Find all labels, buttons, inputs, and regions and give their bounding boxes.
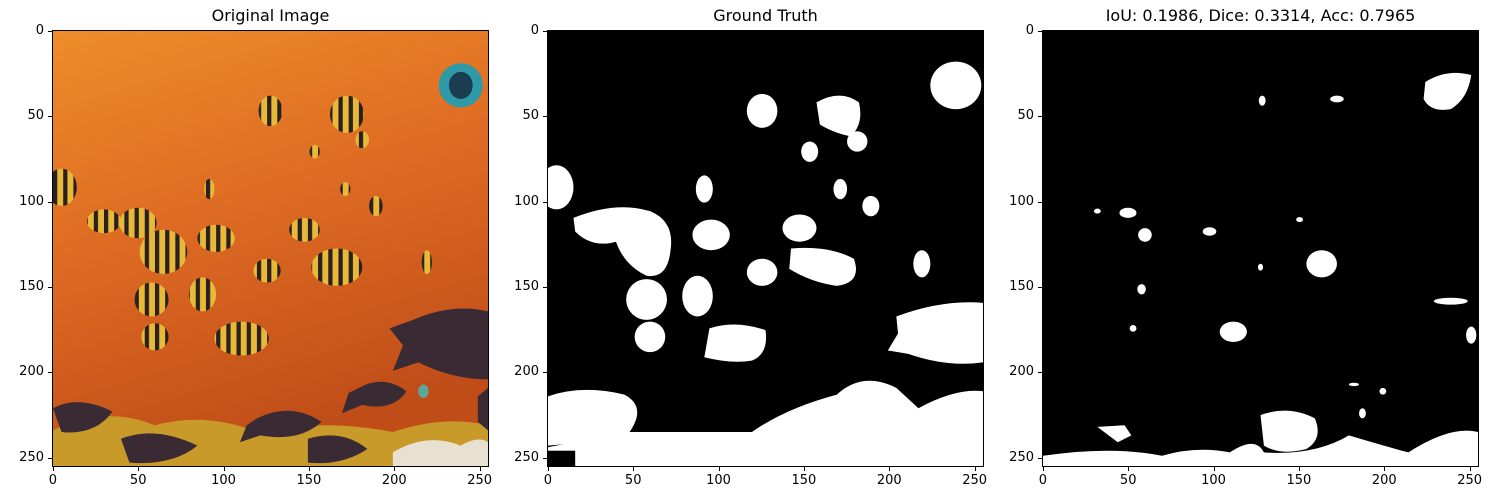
x-tick-mark xyxy=(803,467,805,471)
y-tick-label: 200 xyxy=(1009,364,1034,380)
y-tick-label: 0 xyxy=(35,22,44,38)
y-tick-label: 150 xyxy=(19,278,44,294)
y-tick-mark xyxy=(48,372,52,374)
y-tick-label: 50 xyxy=(522,108,539,124)
x-tick-label: 50 xyxy=(129,473,147,488)
y-tick-label: 100 xyxy=(19,193,44,209)
x-tick-label: 0 xyxy=(543,473,552,488)
x-tick-mark xyxy=(1384,467,1386,471)
x-tick-mark xyxy=(1128,467,1130,471)
x-tick-label: 150 xyxy=(1286,473,1312,488)
x-tick-label: 0 xyxy=(1038,473,1047,488)
x-tick-label: 250 xyxy=(1457,473,1483,488)
x-tick-mark xyxy=(1298,467,1300,471)
ground-truth-frame xyxy=(547,30,984,467)
y-tick-mark xyxy=(1038,286,1042,288)
panel-title-ground-truth: Ground Truth xyxy=(713,6,818,25)
x-tick-label: 50 xyxy=(624,473,642,488)
y-tick-label: 150 xyxy=(1009,278,1034,294)
y-tick-label: 50 xyxy=(1017,108,1034,124)
x-tick-mark xyxy=(1042,467,1044,471)
x-tick-label: 150 xyxy=(296,473,322,488)
y-tick-label: 250 xyxy=(1009,449,1034,465)
ground-truth-mask xyxy=(548,31,983,466)
y-tick-mark xyxy=(48,286,52,288)
y-tick-mark xyxy=(543,30,547,32)
x-tick-mark xyxy=(889,467,891,471)
x-tick-mark xyxy=(138,467,140,471)
y-tick-mark xyxy=(1038,116,1042,118)
y-tick-label: 250 xyxy=(514,449,539,465)
predicted-mask xyxy=(1043,31,1478,466)
x-tick-label: 150 xyxy=(791,473,817,488)
y-tick-mark xyxy=(543,286,547,288)
x-tick-label: 0 xyxy=(48,473,57,488)
x-tick-mark xyxy=(1213,467,1215,471)
x-tick-mark xyxy=(52,467,54,471)
y-tick-mark xyxy=(543,457,547,459)
y-tick-label: 200 xyxy=(514,364,539,380)
y-tick-label: 100 xyxy=(1009,193,1034,209)
y-tick-mark xyxy=(543,201,547,203)
y-tick-label: 200 xyxy=(19,364,44,380)
panel-title-prediction: IoU: 0.1986, Dice: 0.3314, Acc: 0.7965 xyxy=(1105,6,1416,25)
x-tick-label: 100 xyxy=(211,473,236,488)
y-tick-mark xyxy=(1038,457,1042,459)
x-tick-mark xyxy=(479,467,481,471)
y-tick-mark xyxy=(48,201,52,203)
x-tick-label: 200 xyxy=(876,473,902,488)
x-tick-mark xyxy=(718,467,720,471)
x-tick-mark xyxy=(547,467,549,471)
x-tick-label: 200 xyxy=(1371,473,1397,488)
y-tick-mark xyxy=(1038,372,1042,374)
x-tick-mark xyxy=(633,467,635,471)
x-tick-label: 100 xyxy=(706,473,731,488)
x-tick-mark xyxy=(1469,467,1471,471)
x-tick-mark xyxy=(974,467,976,471)
x-tick-label: 200 xyxy=(381,473,407,488)
y-tick-mark xyxy=(48,30,52,32)
x-tick-label: 250 xyxy=(467,473,493,488)
y-tick-mark xyxy=(48,116,52,118)
y-tick-mark xyxy=(48,457,52,459)
y-tick-label: 0 xyxy=(530,22,539,38)
prediction-frame xyxy=(1042,30,1479,467)
x-tick-label: 100 xyxy=(1201,473,1226,488)
panel-title-original: Original Image xyxy=(211,6,330,25)
y-tick-mark xyxy=(543,116,547,118)
x-tick-label: 50 xyxy=(1119,473,1137,488)
y-tick-label: 150 xyxy=(514,278,539,294)
y-tick-mark xyxy=(1038,30,1042,32)
y-tick-label: 50 xyxy=(27,108,44,124)
y-tick-label: 0 xyxy=(1025,22,1034,38)
x-tick-label: 250 xyxy=(962,473,988,488)
y-tick-label: 100 xyxy=(514,193,539,209)
y-tick-label: 250 xyxy=(19,449,44,465)
original-image-frame xyxy=(52,30,489,467)
y-tick-mark xyxy=(543,372,547,374)
x-tick-mark xyxy=(308,467,310,471)
x-tick-mark xyxy=(223,467,225,471)
underwater-fish-photo xyxy=(53,31,488,466)
y-tick-mark xyxy=(1038,201,1042,203)
x-tick-mark xyxy=(394,467,396,471)
